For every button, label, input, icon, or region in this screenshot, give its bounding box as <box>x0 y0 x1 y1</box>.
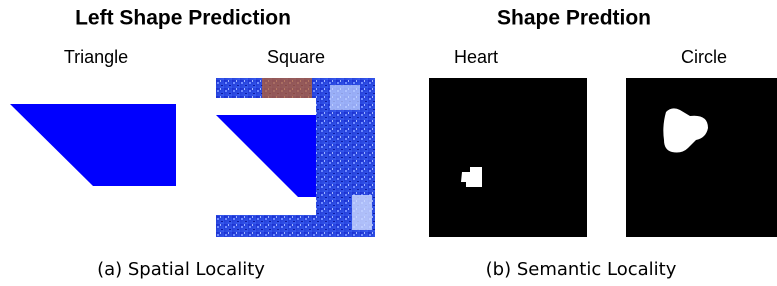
image-label: Square <box>267 47 325 67</box>
image-label: Heart <box>454 47 498 67</box>
image-label: Triangle <box>64 47 128 67</box>
image-label: Circle <box>681 47 727 67</box>
triangle-image <box>10 104 176 186</box>
panel-title: Shape Predtion <box>497 7 651 30</box>
figure: Left Shape Prediction Shape Predtion Tri… <box>0 0 777 286</box>
heart-image <box>429 78 587 237</box>
caption: (b) Semantic Locality <box>486 259 677 280</box>
square-image <box>216 78 375 237</box>
circle-image <box>626 78 777 237</box>
caption: (a) Spatial Locality <box>97 259 265 280</box>
panel-title: Left Shape Prediction <box>75 7 291 30</box>
